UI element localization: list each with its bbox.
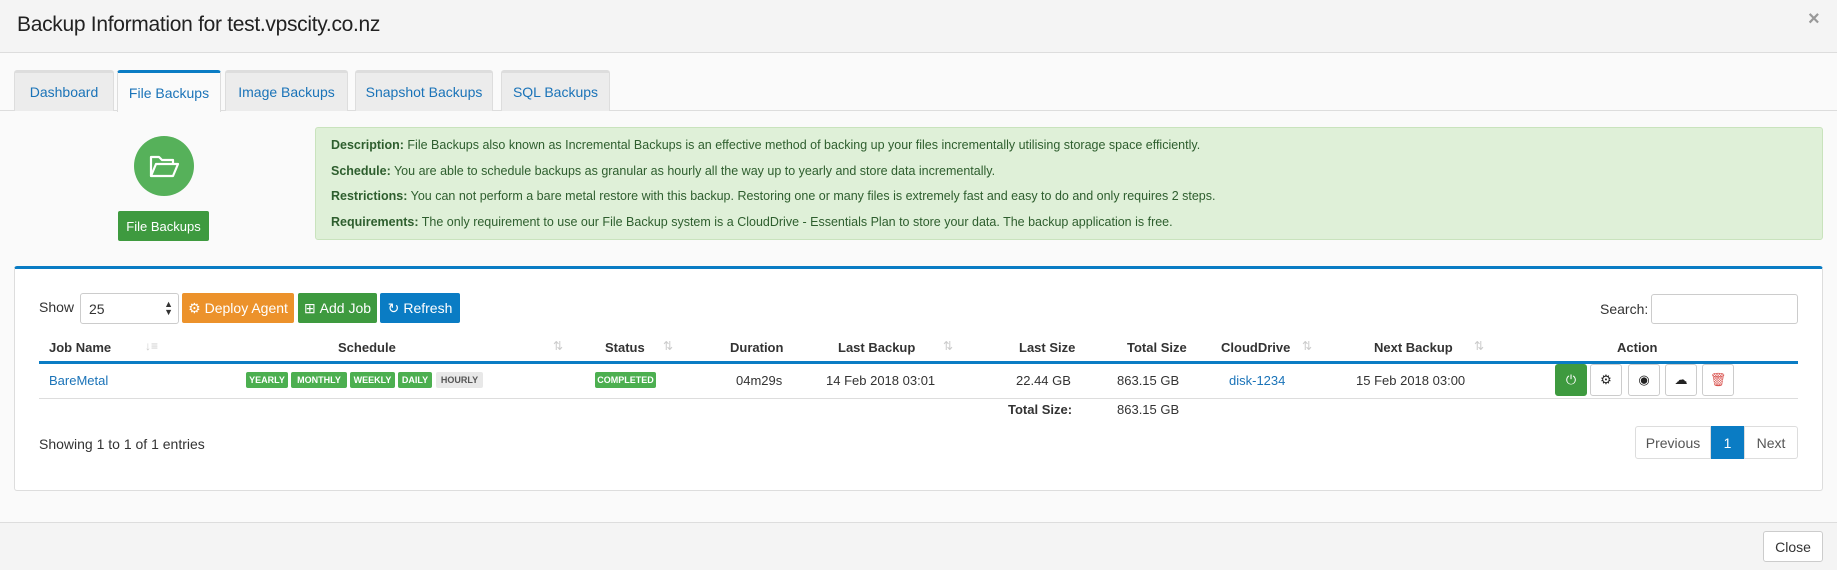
file-backups-button[interactable]: File Backups [118,211,209,241]
add-job-button[interactable]: ⊞ Add Job [298,293,377,323]
page-1-button[interactable]: 1 [1711,426,1744,459]
tab-dashboard[interactable]: Dashboard [14,70,114,111]
modal-footer [0,522,1837,570]
col-duration[interactable]: Duration [730,340,784,355]
next-button[interactable]: Next [1744,426,1798,459]
tab-divider [0,110,1837,111]
modal-header [0,0,1837,53]
close-icon[interactable]: × [1808,8,1820,30]
info-description: Description: File Backups also known as … [331,138,1201,152]
col-schedule[interactable]: Schedule [338,340,396,355]
show-label: Show [39,299,75,315]
cogs-icon: ⚙ [1600,372,1612,387]
schedule-badge: DAILY [398,372,432,388]
col-clouddrive[interactable]: CloudDrive [1221,340,1291,355]
plus-square-icon: ⊞ [303,299,316,316]
col-status[interactable]: Status [605,340,645,355]
total-size: 863.15 GB [1117,373,1180,388]
info-alert: Description: File Backups also known as … [315,127,1823,240]
info-restrictions: Restrictions: You can not perform a bare… [331,189,1216,204]
search-label: Search: [1600,301,1649,317]
schedule-badge: YEARLY [246,372,288,388]
settings-button[interactable]: ⚙ [1590,364,1622,396]
page-size-select[interactable]: 25 ▲ ▼ [80,293,179,324]
sort-asc-icon[interactable]: ↓≡ [145,339,159,353]
tab-sql-backups[interactable]: SQL Backups [501,70,610,111]
close-button[interactable]: Close [1763,531,1823,562]
total-size-value: 863.15 GB [1117,402,1180,417]
eye-icon: ◉ [1638,372,1650,387]
power-button[interactable]: ⏻ [1555,364,1587,396]
select-arrows-icon: ▲ ▼ [164,299,173,317]
header-divider [39,361,1798,364]
job-name-link[interactable]: BareMetal [49,373,109,388]
info-schedule: Schedule: You are able to schedule backu… [331,163,996,178]
view-button[interactable]: ◉ [1628,364,1660,396]
entries-info: Showing 1 to 1 of 1 entries [39,436,205,452]
sort-icon[interactable]: ⇅ [553,339,564,353]
schedule-badge: MONTHLY [291,372,347,388]
cogs-icon: ⚙ [188,299,201,316]
sort-icon[interactable]: ⇅ [663,339,674,353]
modal-title: Backup Information for test.vpscity.co.n… [17,13,381,36]
cloud-upload-icon: ☁ [1674,372,1688,387]
sort-icon[interactable]: ⇅ [943,339,954,353]
trash-icon: 🗑 [1709,372,1727,387]
status-badge: COMPLETED [595,372,656,388]
duration: 04m29s [736,373,783,388]
search-input[interactable] [1651,294,1798,324]
refresh-icon: ↻ [387,299,400,316]
deploy-agent-button[interactable]: ⚙ Deploy Agent [182,293,294,323]
col-last-backup[interactable]: Last Backup [838,340,916,355]
page-size-value: 25 [89,301,105,317]
row-divider [39,398,1798,399]
refresh-button[interactable]: ↻ Refresh [380,293,460,323]
sort-icon[interactable]: ⇅ [1302,339,1313,353]
schedule-badge-inactive: HOURLY [436,372,483,388]
clouddrive-link[interactable]: disk-1234 [1229,373,1286,388]
restore-button[interactable]: ☁ [1665,364,1697,396]
tab-snapshot-backups[interactable]: Snapshot Backups [355,70,493,111]
last-size: 22.44 GB [1016,373,1071,388]
tab-file-backups[interactable]: File Backups [117,70,221,112]
col-last-size[interactable]: Last Size [1019,340,1076,355]
total-size-label: Total Size: [1008,402,1073,417]
tab-image-backups[interactable]: Image Backups [225,70,348,111]
schedule-badge: WEEKLY [350,372,395,388]
previous-button[interactable]: Previous [1635,426,1711,459]
info-requirements: Requirements: The only requirement to us… [331,214,1173,229]
folder-open-icon [134,136,194,196]
col-job-name[interactable]: Job Name [49,340,112,355]
col-next-backup[interactable]: Next Backup [1374,340,1453,355]
col-total-size[interactable]: Total Size [1127,340,1187,355]
sort-icon[interactable]: ⇅ [1474,339,1485,353]
col-action: Action [1617,340,1658,355]
delete-button[interactable]: 🗑 [1702,364,1734,396]
last-backup: 14 Feb 2018 03:01 [826,373,936,388]
power-icon: ⏻ [1565,372,1577,387]
next-backup: 15 Feb 2018 03:00 [1356,373,1466,388]
